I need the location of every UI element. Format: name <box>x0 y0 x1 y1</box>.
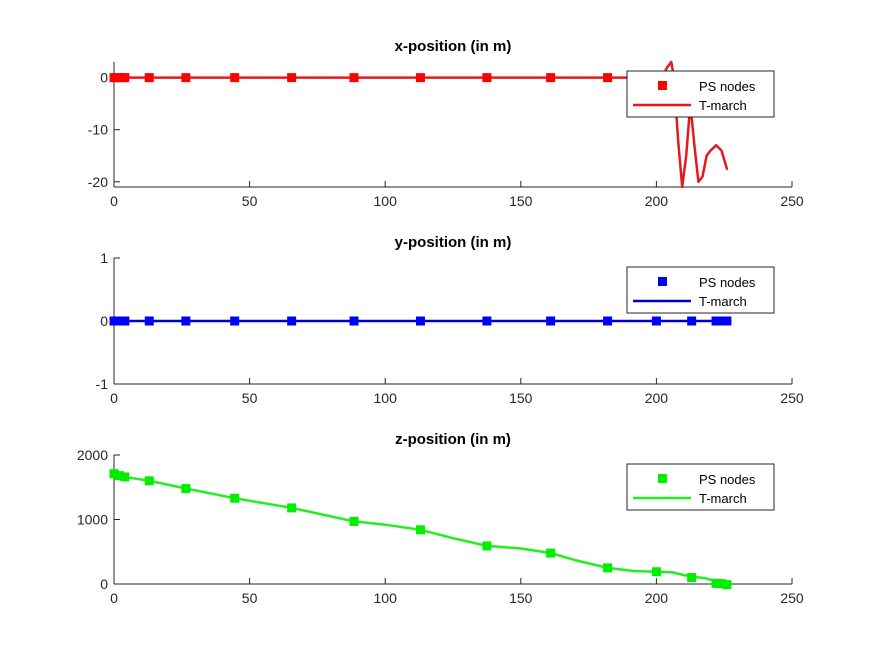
x-tick-label: 50 <box>242 590 258 606</box>
x-tick-label: 200 <box>645 193 669 209</box>
ps-node-marker <box>651 316 661 326</box>
x-tick-label: 0 <box>110 590 118 606</box>
ps-node-marker <box>230 316 240 326</box>
legend-label-t-march: T-march <box>699 98 747 113</box>
ps-node-marker <box>546 316 556 326</box>
x-tick-label: 50 <box>242 390 258 406</box>
ps-node-marker <box>349 516 359 526</box>
ps-node-marker <box>687 573 697 583</box>
x-tick-label: 150 <box>509 193 533 209</box>
legend-label-t-march: T-march <box>699 491 747 506</box>
subplot-3: z-position (in m) 0 50 100 150 200 250 2000 1000… <box>77 431 804 606</box>
ps-node-marker <box>546 73 556 83</box>
legend: PS nodes T-march <box>626 266 775 314</box>
legend-box <box>626 266 775 314</box>
ps-node-marker <box>287 503 297 513</box>
ps-node-marker <box>603 73 613 83</box>
x-tick-label: 200 <box>645 590 669 606</box>
x-tick-label: 250 <box>780 590 804 606</box>
ps-node-marker <box>415 525 425 535</box>
legend-box <box>626 463 775 511</box>
x-tick-label: 0 <box>110 193 118 209</box>
ps-node-marker <box>546 548 556 558</box>
ps-node-marker <box>181 316 191 326</box>
y-tick-label: -1 <box>96 376 109 392</box>
y-tick-label: 1 <box>100 250 108 266</box>
y-tick-label: 1000 <box>77 512 108 528</box>
ps-node-marker <box>415 73 425 83</box>
y-tick-label: 2000 <box>77 447 108 463</box>
ps-node-marker <box>120 73 130 83</box>
ps-node-marker <box>482 73 492 83</box>
legend: PS nodes T-march <box>626 70 775 118</box>
series-line-t-march <box>112 472 729 586</box>
ps-node-marker <box>287 73 297 83</box>
ps-node-marker <box>711 316 721 326</box>
subplot-title: x-position (in m) <box>395 38 512 55</box>
x-tick-label: 250 <box>780 390 804 406</box>
legend-marker-ps-nodes <box>658 277 667 286</box>
ps-node-marker <box>349 73 359 83</box>
subplot-title: y-position (in m) <box>395 234 512 251</box>
ps-node-marker <box>603 563 613 573</box>
x-tick-label: 200 <box>645 390 669 406</box>
ps-node-marker <box>349 316 359 326</box>
ps-node-marker <box>230 493 240 503</box>
ps-node-marker <box>482 316 492 326</box>
ps-node-marker <box>109 469 119 479</box>
ps-node-marker <box>120 472 130 482</box>
legend-marker-ps-nodes <box>658 81 667 90</box>
x-tick-label: 150 <box>509 390 533 406</box>
x-tick-label: 150 <box>509 590 533 606</box>
ps-node-marker <box>711 578 721 588</box>
legend: PS nodes T-march <box>626 463 775 511</box>
ps-node-marker <box>651 567 661 577</box>
y-tick-label: -10 <box>88 122 108 138</box>
x-tick-label: 100 <box>374 390 398 406</box>
y-tick-label: -20 <box>88 174 108 190</box>
x-tick-label: 250 <box>780 193 804 209</box>
ps-node-marker <box>722 580 732 590</box>
ps-node-marker <box>144 476 154 486</box>
x-tick-label: 100 <box>374 193 398 209</box>
legend-label-ps-nodes: PS nodes <box>699 275 756 290</box>
legend-label-t-march: T-march <box>699 294 747 309</box>
y-tick-label: 0 <box>100 313 108 329</box>
x-tick-label: 100 <box>374 590 398 606</box>
legend-box <box>626 70 775 118</box>
y-tick-label: 0 <box>100 70 108 86</box>
ps-node-marker <box>120 316 130 326</box>
y-tick-label: 0 <box>100 576 108 592</box>
legend-label-ps-nodes: PS nodes <box>699 472 756 487</box>
subplot-title: z-position (in m) <box>395 431 511 448</box>
ps-node-marker <box>603 316 613 326</box>
ps-node-marker <box>114 471 124 481</box>
ps-node-marker <box>722 316 732 326</box>
ps-node-marker <box>287 316 297 326</box>
ps-node-marker <box>415 316 425 326</box>
ps-node-marker <box>181 484 191 494</box>
ps-node-marker <box>687 316 697 326</box>
ps-node-marker <box>144 316 154 326</box>
x-tick-label: 50 <box>242 193 258 209</box>
legend-marker-ps-nodes <box>658 474 667 483</box>
ps-node-marker <box>482 541 492 551</box>
subplot-1: x-position (in m) 0 50 100 150 200 250 0 -10 -20 P… <box>88 38 804 209</box>
x-tick-label: 0 <box>110 390 118 406</box>
ps-node-marker <box>144 73 154 83</box>
ps-node-marker <box>181 73 191 83</box>
legend-label-ps-nodes: PS nodes <box>699 79 756 94</box>
ps-node-marker <box>230 73 240 83</box>
ps-node-marker <box>716 579 726 589</box>
